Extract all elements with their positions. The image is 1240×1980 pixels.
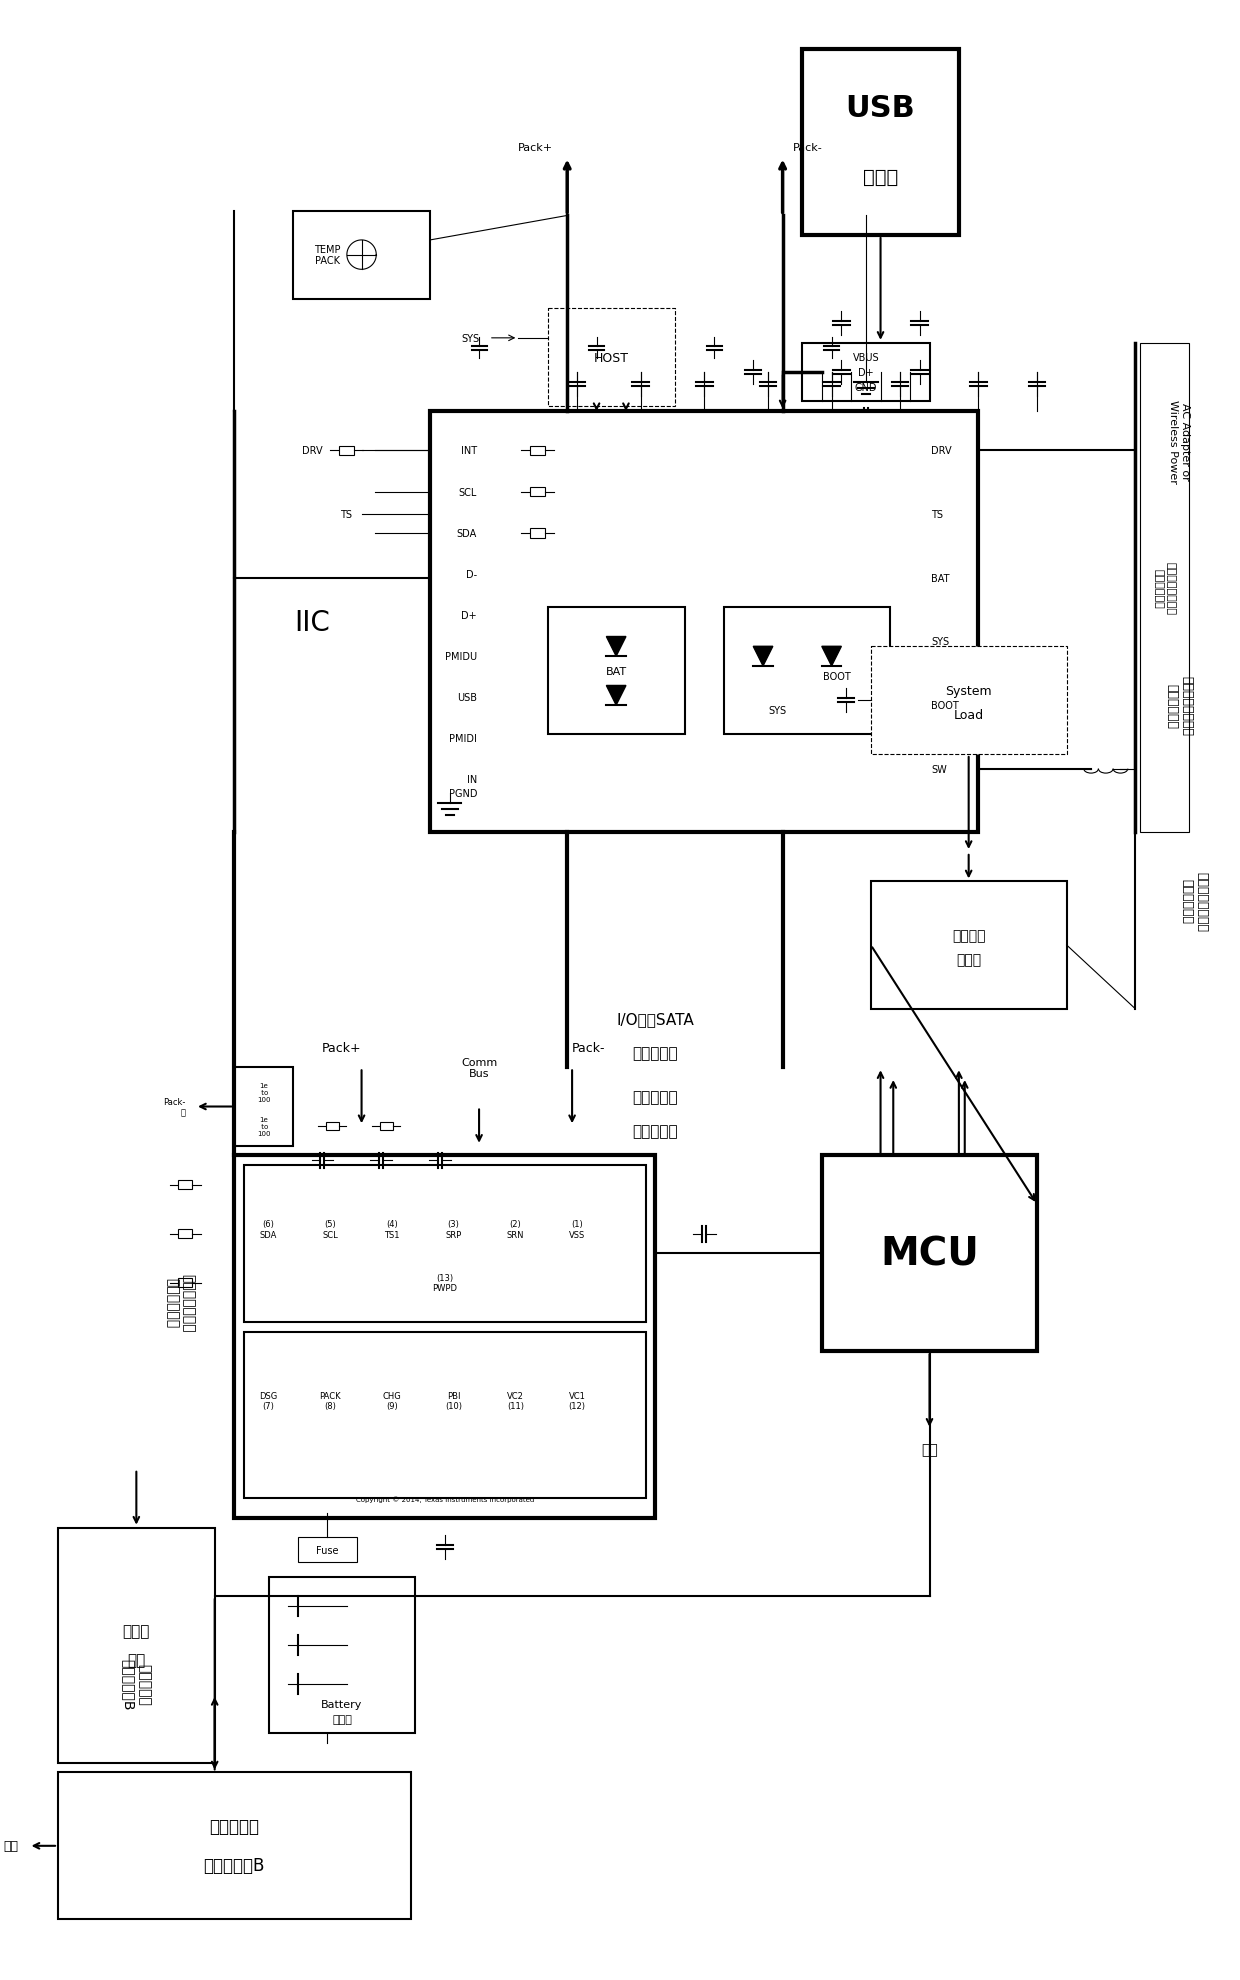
Text: BAT: BAT [605,667,626,677]
Text: D+: D+ [858,368,874,378]
Text: 1e
 to
100: 1e to 100 [257,1117,270,1137]
Text: SW: SW [931,764,947,774]
Text: SCL: SCL [459,487,477,497]
Text: VBUS: VBUS [853,352,879,362]
Bar [179,1180,192,1190]
Text: 龙芯处理器
计算机主板B: 龙芯处理器 计算机主板B [122,1659,151,1711]
Bar [298,1538,357,1562]
Text: INT: INT [461,446,477,455]
Text: D+: D+ [461,610,477,620]
Text: IN: IN [467,774,477,784]
Bar [244,1333,646,1499]
Text: USB: USB [458,693,477,703]
Bar [531,529,546,539]
Bar [293,212,430,299]
Text: 充电口: 充电口 [863,168,898,186]
Text: Pack-: Pack- [792,143,822,152]
Text: 接口: 接口 [4,1839,19,1853]
Text: 充放电管: 充放电管 [952,929,986,942]
Text: (2)
SRN: (2) SRN [507,1220,525,1239]
Text: 1e
 to
100: 1e to 100 [257,1083,270,1103]
Polygon shape [822,647,842,667]
Text: Load: Load [954,709,983,723]
Text: MCU: MCU [880,1236,978,1273]
Text: BOOT: BOOT [822,671,851,681]
Text: Fuse: Fuse [316,1544,339,1556]
Text: PBI
(10): PBI (10) [445,1390,463,1410]
Bar [802,50,959,236]
Text: SYS: SYS [461,335,479,345]
Text: VC2
(11): VC2 (11) [507,1390,523,1410]
Text: (4)
TS1: (4) TS1 [384,1220,399,1239]
Bar [234,1067,293,1146]
Text: AC Adapter or
Wireless Power: AC Adapter or Wireless Power [1168,400,1190,483]
Text: Comm
Bus: Comm Bus [461,1057,497,1079]
Text: GND: GND [854,382,877,392]
Text: 磷酸铁锂电池管
理及均衡电路: 磷酸铁锂电池管 理及均衡电路 [165,1273,196,1333]
Text: PACK
(8): PACK (8) [320,1390,341,1410]
Bar [58,1529,215,1762]
Text: 及支持电路: 及支持电路 [632,1125,678,1138]
Text: Battery: Battery [321,1699,362,1709]
Text: 按键: 按键 [921,1443,937,1457]
Bar [179,1230,192,1239]
Text: SYS: SYS [931,638,950,647]
Text: 计算机主板B: 计算机主板B [203,1857,265,1875]
Text: PMIDI: PMIDI [449,735,477,744]
Text: BOOT: BOOT [931,701,960,711]
Bar [244,1166,646,1323]
Bar [379,1123,393,1131]
Text: 充放: 充放 [128,1653,145,1667]
Text: (1)
VSS: (1) VSS [569,1220,585,1239]
Bar [234,1156,655,1519]
Bar [548,608,684,735]
Text: 龙芯处理器: 龙芯处理器 [210,1818,259,1835]
Text: IIC: IIC [295,608,331,636]
Bar [531,446,546,455]
Bar [430,412,978,834]
Text: TEMP
PACK: TEMP PACK [314,246,341,265]
Text: BAT: BAT [931,574,950,584]
Text: (5)
SCL: (5) SCL [322,1220,339,1239]
Text: USB: USB [846,95,915,123]
Text: (13)
PWPD: (13) PWPD [433,1273,458,1293]
Text: DRV: DRV [931,446,952,455]
Text: Pack+: Pack+ [517,143,553,152]
Text: 充放电管理及控制
开关电源电路: 充放电管理及控制 开关电源电路 [1180,871,1208,931]
Text: CHG
(9): CHG (9) [383,1390,402,1410]
Text: TS: TS [931,509,944,521]
Text: 充放电管理及控制
开关电源电路: 充放电管理及控制 开关电源电路 [1166,675,1193,737]
Polygon shape [753,647,773,667]
Bar [724,608,890,735]
Text: System: System [945,685,992,697]
Text: Pack-: Pack- [572,1041,605,1055]
Text: Copyright © 2014, Texas Instruments Incorporated: Copyright © 2014, Texas Instruments Inco… [356,1495,534,1501]
Text: SYS: SYS [769,705,787,715]
Text: DSG
(7): DSG (7) [259,1390,278,1410]
Bar [340,446,355,455]
Bar [822,1156,1037,1352]
Text: HOST: HOST [594,352,629,364]
Text: PMIDU: PMIDU [445,651,477,661]
Text: VC1
(12): VC1 (12) [568,1390,585,1410]
Bar [179,1279,192,1287]
Text: 接口扩展卡: 接口扩展卡 [632,1045,678,1061]
Text: I/O总线SATA: I/O总线SATA [616,1012,694,1026]
Bar [802,345,930,402]
Text: (3)
SRP: (3) SRP [445,1220,461,1239]
Bar [548,309,675,408]
Text: Pack-
弄: Pack- 弄 [162,1097,185,1117]
Text: Pack+: Pack+ [322,1041,362,1055]
Polygon shape [606,687,626,705]
Bar [326,1123,339,1131]
Bar [58,1772,410,1919]
Text: 理电路: 理电路 [956,952,981,966]
Text: 电池组: 电池组 [332,1713,352,1725]
Polygon shape [606,638,626,657]
Text: DRV: DRV [301,446,322,455]
Text: 接口卡驱动: 接口卡驱动 [632,1089,678,1105]
Bar [870,881,1066,1010]
Text: SDA: SDA [456,529,477,539]
Bar [1140,345,1189,834]
Bar [269,1576,415,1732]
